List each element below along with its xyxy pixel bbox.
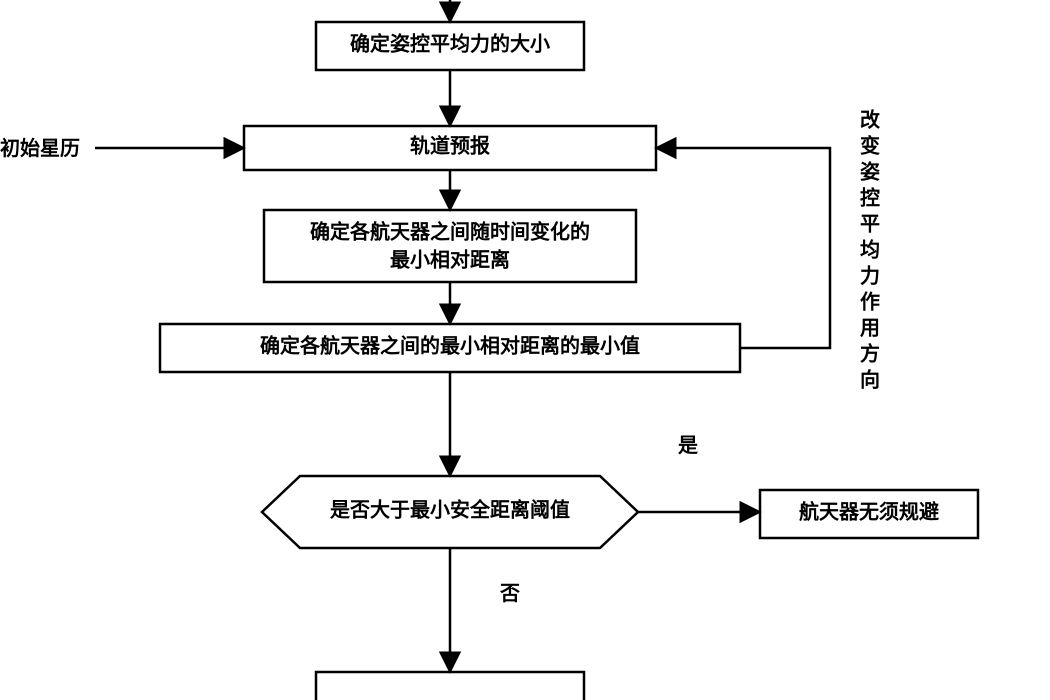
- feedback-label: 改 变 姿 控 平 均 力 作 用 方 向: [860, 108, 881, 392]
- flowchart-canvas: 确定姿控平均力的大小 轨道预报 初始星历 确定各航天器之间随时间变化的 最小相对…: [0, 0, 1050, 700]
- svg-text:平: 平: [860, 214, 880, 236]
- node-orbit-prediction-label: 轨道预报: [410, 134, 490, 158]
- svg-text:向: 向: [860, 368, 880, 392]
- svg-text:姿: 姿: [860, 160, 880, 184]
- svg-text:均: 均: [860, 238, 880, 262]
- svg-text:作: 作: [860, 290, 880, 314]
- edge-feedback: [656, 148, 830, 348]
- node-no-avoidance-label: 航天器无须规避: [799, 500, 939, 524]
- no-label: 否: [499, 583, 520, 605]
- node-min-distance-time-line2: 最小相对距离: [390, 248, 510, 272]
- left-input-label: 初始星历: [0, 136, 80, 160]
- node-min-distance-time-line1: 确定各航天器之间随时间变化的: [310, 220, 590, 244]
- node-determine-force-label: 确定姿控平均力的大小: [350, 32, 550, 56]
- node-partial-bottom: [316, 672, 584, 700]
- node-min-of-min-label: 确定各航天器之间的最小相对距离的最小值: [260, 334, 640, 358]
- decision-threshold-label: 是否大于最小安全距离阈值: [329, 498, 570, 522]
- svg-text:方: 方: [860, 342, 880, 366]
- svg-text:力: 力: [860, 265, 880, 288]
- svg-text:改: 改: [860, 108, 881, 132]
- svg-text:控: 控: [860, 186, 880, 210]
- svg-text:用: 用: [860, 318, 880, 340]
- yes-label: 是: [677, 434, 698, 457]
- svg-text:变: 变: [860, 134, 880, 158]
